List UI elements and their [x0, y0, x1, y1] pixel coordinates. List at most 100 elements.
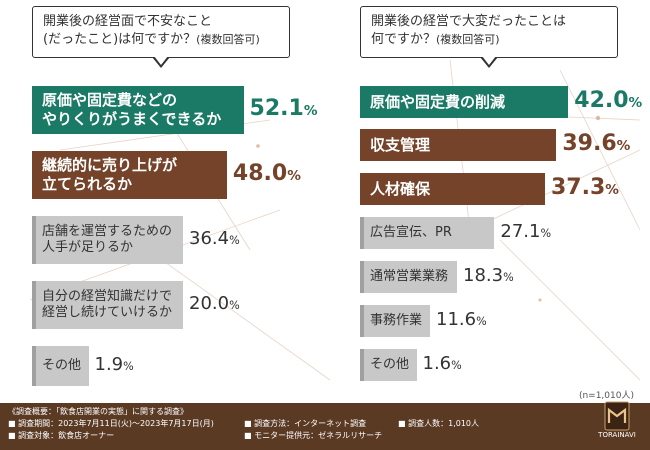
left-bar-label-1: 原価や固定費などの やりくりがうまくできるか — [42, 86, 221, 134]
left-value-label-3: 36.4% — [189, 230, 240, 248]
bar-label-line: 継続的に売り上げが — [42, 156, 178, 175]
right-bar-label-6: 事務作業 — [370, 305, 422, 337]
bar-stripe — [360, 305, 364, 337]
left-bar-2: 継続的に売り上げが 立てられるか — [32, 151, 227, 199]
right-bar-label-5: 通常営業業務 — [370, 261, 448, 293]
right-bar-5: 通常営業業務 — [360, 261, 457, 293]
value-number: 36.4 — [189, 228, 230, 250]
value-unit: % — [605, 181, 619, 198]
left-question-line2: (だったこと)は何ですか？ — [43, 32, 197, 47]
left-question-note: (複数回答可) — [196, 33, 260, 46]
bar-label-line: 店舗を運営するための — [42, 223, 173, 239]
bar-stripe — [360, 261, 364, 293]
left-bar-5: その他 — [32, 346, 89, 386]
survey-title: 《調査概要：「飲食店開業の実態」に関する調査》 — [8, 407, 188, 416]
bar-label-line: やりくりがうまくできるか — [42, 110, 222, 128]
left-value-label-4: 20.0% — [189, 295, 240, 313]
bar-stripe — [32, 346, 36, 386]
value-number: 1.6 — [422, 353, 452, 375]
left-value-label-2: 48.0% — [232, 160, 301, 186]
left-bar-label-3: 店舗を運営するための 人手が足りるか — [42, 216, 172, 264]
bar-label-line: 人手が足りるか — [42, 240, 134, 255]
value-number: 42.0 — [574, 87, 629, 113]
bar-label-line: 経営し続けていけるか — [42, 305, 173, 320]
bar-label-line: 原価や固定費などの — [42, 91, 178, 110]
survey-provider: ■ モニター提供元：ゼネラルリサーチ — [244, 431, 383, 440]
torainavi-logo: TORAINAVI — [597, 401, 637, 447]
right-bar-7: その他 — [360, 349, 417, 381]
value-number: 11.6 — [436, 309, 477, 331]
value-unit: % — [123, 360, 134, 374]
bar-stripe — [32, 216, 36, 264]
left-bar-label-2: 継続的に売り上げが 立てられるか — [42, 151, 177, 199]
value-unit: % — [616, 137, 631, 154]
bar-label-line: その他 — [370, 356, 410, 372]
right-bar-label-3: 人材確保 — [370, 173, 430, 205]
right-bar-label-4: 広告宣伝、PR — [370, 217, 452, 249]
left-value-label-5: 1.9% — [95, 356, 134, 374]
right-question-line2: 何ですか？ — [371, 32, 437, 47]
value-number: 48.0 — [232, 160, 288, 186]
left-bar-3: 店舗を運営するための 人手が足りるか — [32, 216, 183, 264]
value-number: 27.1 — [500, 221, 541, 243]
right-value-label-5: 18.3% — [463, 267, 514, 285]
value-number: 18.3 — [463, 265, 504, 287]
left-bar-4: 自分の経営知識だけで 経営し続けていけるか — [32, 281, 183, 329]
value-unit: % — [503, 271, 514, 285]
value-number: 1.9 — [94, 354, 124, 376]
bar-stripe — [360, 217, 364, 249]
right-value-label-2: 39.6% — [562, 130, 631, 156]
left-bar-1: 原価や固定費などの やりくりがうまくできるか — [32, 86, 244, 134]
right-bar-label-2: 収支管理 — [370, 129, 430, 161]
value-number: 39.6 — [562, 130, 617, 156]
right-question-line1: 開業後の経営で大変だったことは — [371, 14, 567, 29]
bar-label-line: 立てられるか — [42, 175, 133, 193]
right-bar-label-1: 原価や固定費の削減 — [370, 86, 505, 118]
left-bar-label-4: 自分の経営知識だけで 経営し続けていけるか — [42, 281, 172, 329]
right-bar-6: 事務作業 — [360, 305, 430, 337]
survey-target: ■ 調査対象：飲食店オーナー — [8, 431, 115, 440]
right-question-box: 開業後の経営で大変だったことは 何ですか？(複数回答可) — [360, 6, 618, 68]
right-value-label-1: 42.0% — [574, 87, 643, 113]
left-value-label-1: 52.1% — [249, 95, 318, 121]
value-unit: % — [451, 359, 462, 373]
right-bar-1: 原価や固定費の削減 — [360, 86, 569, 118]
right-value-label-7: 1.6% — [423, 355, 462, 373]
bar-label-line: 広告宣伝、PR — [370, 224, 452, 240]
left-bar-label-5: その他 — [42, 346, 81, 386]
value-unit: % — [628, 94, 643, 111]
bar-stripe — [360, 349, 364, 381]
value-unit: % — [476, 315, 487, 329]
bar-label-line: 原価や固定費の削減 — [370, 92, 506, 111]
survey-count: ■ 調査人数：1,010人 — [398, 419, 480, 428]
value-number: 52.1 — [249, 95, 304, 121]
right-question-note: (複数回答可) — [436, 33, 500, 46]
bar-stripe — [32, 281, 36, 329]
value-unit: % — [229, 299, 240, 313]
sample-size-note: (n=1,010人) — [578, 391, 634, 401]
bar-label-line: 自分の経営知識だけで — [42, 288, 173, 304]
value-number: 37.3 — [550, 174, 606, 200]
value-unit: % — [287, 167, 301, 184]
torainavi-logo-icon — [604, 401, 630, 431]
survey-period: ■ 調査期間：2023年7月11日(火)〜2023年7月17日(月) — [8, 419, 214, 428]
right-bar-label-7: その他 — [370, 349, 409, 381]
right-value-label-6: 11.6% — [436, 311, 487, 329]
value-unit: % — [303, 102, 318, 119]
bar-label-line: その他 — [42, 357, 82, 373]
value-unit: % — [229, 234, 240, 248]
bar-label-line: 事務作業 — [370, 312, 423, 328]
left-question-line1: 開業後の経営面で不安なこと — [43, 14, 213, 29]
left-question-box: 開業後の経営面で不安なこと (だったこと)は何ですか？(複数回答可) — [32, 6, 290, 68]
right-bar-2: 収支管理 — [360, 129, 557, 161]
bar-label-line: 収支管理 — [370, 135, 431, 154]
right-value-label-4: 27.1% — [500, 223, 551, 241]
bar-label-line: 人材確保 — [370, 179, 431, 198]
value-number: 20.0 — [189, 293, 230, 315]
survey-footer: 《調査概要：「飲食店開業の実態」に関する調査》 ■ 調査期間：2023年7月11… — [0, 403, 650, 450]
bar-label-line: 通常営業業務 — [370, 268, 449, 284]
value-unit: % — [540, 227, 552, 241]
survey-method: ■ 調査方法：インターネット調査 — [244, 419, 367, 428]
logo-text: TORAINAVI — [598, 431, 636, 439]
